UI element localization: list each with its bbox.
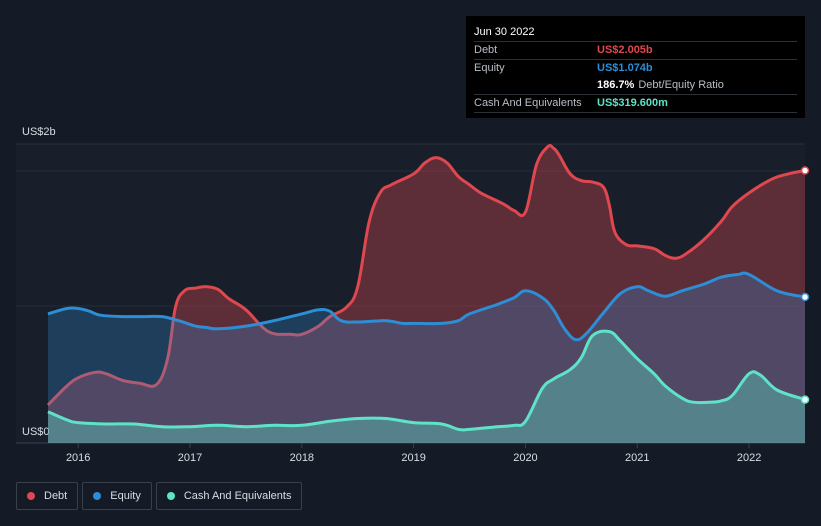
legend-label-equity: Equity <box>110 490 141 502</box>
legend-label-cash: Cash And Equivalents <box>183 490 292 502</box>
debt-dot-icon <box>27 492 35 500</box>
x-tick-label: 2017 <box>178 452 202 464</box>
equity-area <box>48 273 805 443</box>
y-axis-bottom-label: US$0 <box>22 426 50 438</box>
tooltip-ratio-row: 186.7% Debt/Equity Ratio <box>474 77 797 94</box>
legend: Debt Equity Cash And Equivalents <box>16 482 306 510</box>
debt-endpoint <box>800 166 810 175</box>
legend-label-debt: Debt <box>44 490 68 502</box>
legend-item-cash[interactable]: Cash And Equivalents <box>155 482 303 510</box>
tooltip-debt-value: US$2.005b <box>597 44 653 56</box>
debt-area <box>48 145 805 444</box>
y-axis-top-label: US$2b <box>22 126 56 138</box>
x-axis-ticks: 2016 2017 2018 2019 2020 2021 2022 <box>66 443 761 464</box>
tooltip-debt-row: Debt US$2.005b <box>474 41 797 59</box>
tooltip-equity-value: US$1.074b <box>597 62 653 74</box>
tooltip-panel: Jun 30 2022 Debt US$2.005b Equity US$1.0… <box>466 16 805 118</box>
cash-endpoint <box>800 395 810 404</box>
tooltip-ratio-value: 186.7% <box>597 79 635 91</box>
equity-endpoint <box>800 292 810 302</box>
x-tick-label: 2021 <box>625 452 649 464</box>
tooltip-equity-label: Equity <box>474 62 505 74</box>
x-tick-label: 2019 <box>401 452 425 464</box>
tooltip-ratio-label: Debt/Equity Ratio <box>638 79 724 91</box>
tooltip-equity-row: Equity US$1.074b <box>474 59 797 77</box>
x-tick-label: 2020 <box>513 452 537 464</box>
x-tick-label: 2022 <box>737 452 761 464</box>
tooltip-date: Jun 30 2022 <box>474 26 535 38</box>
tooltip-debt-label: Debt <box>474 44 498 56</box>
debt-line <box>46 143 806 406</box>
legend-item-equity[interactable]: Equity <box>82 482 152 510</box>
legend-item-debt[interactable]: Debt <box>16 482 79 510</box>
tooltip-cash-value: US$319.600m <box>597 97 668 109</box>
x-tick-label: 2016 <box>66 452 90 464</box>
cash-area <box>48 331 805 443</box>
cash-line <box>47 329 806 432</box>
equity-line <box>47 271 806 342</box>
tooltip-cash-row: Cash And Equivalents US$319.600m <box>474 94 797 113</box>
x-tick-label: 2018 <box>290 452 314 464</box>
tooltip-cash-label: Cash And Equivalents <box>474 97 582 109</box>
cash-dot-icon <box>166 492 175 500</box>
series-layer <box>46 143 810 444</box>
equity-dot-icon <box>93 492 102 500</box>
